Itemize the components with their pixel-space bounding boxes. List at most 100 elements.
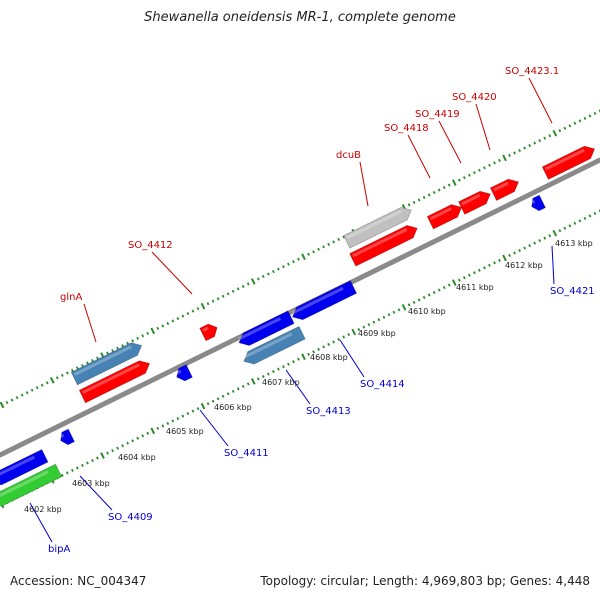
- SO_4409-gene-highlight: [0, 455, 36, 480]
- outer-tick: [502, 154, 507, 162]
- inner-tick: [171, 419, 175, 423]
- outer-tick: [342, 235, 346, 239]
- inner-tick: [451, 279, 457, 286]
- inner-tick: [292, 360, 295, 364]
- inner-tick: [337, 337, 341, 342]
- inner-tick: [106, 451, 109, 455]
- inner-tick: [116, 446, 119, 450]
- outer-tick: [422, 195, 426, 200]
- glnA-gene: [70, 342, 143, 386]
- outer-tick: [176, 316, 180, 321]
- inner-tick: [287, 362, 290, 366]
- tick-label: 4606 kbp: [214, 403, 252, 412]
- inner-tick: [176, 416, 180, 421]
- SO_4409-gene: [0, 448, 49, 486]
- glnA-lower-gene-shape: [78, 360, 151, 404]
- SO_4423.1-gene: [541, 145, 596, 180]
- outer-tick: [121, 344, 124, 348]
- genome-summary-text: Topology: circular; Length: 4,969,803 bp…: [260, 574, 590, 588]
- inner-tick: [121, 444, 124, 448]
- outer-tick: [111, 349, 114, 353]
- SO_4421-gene-highlight: [531, 199, 536, 204]
- outer-tick: [407, 203, 411, 207]
- gene-label-forward: SO_4420: [452, 92, 497, 103]
- outer-tick: [221, 294, 225, 298]
- inner-tick: [392, 310, 396, 314]
- inner-tick: [221, 394, 225, 398]
- SO_4412-gene-shape: [199, 323, 218, 342]
- inner-tick: [407, 303, 411, 307]
- inner-tick: [538, 239, 542, 243]
- inner-tick: [191, 409, 195, 413]
- tick-label: 4608 kbp: [310, 353, 348, 362]
- outer-tick: [447, 183, 451, 187]
- inner-tick: [91, 458, 94, 463]
- tick-label: 4610 kbp: [408, 307, 446, 316]
- inner-tick: [236, 387, 240, 391]
- outer-tick: [312, 250, 315, 254]
- outer-tick: [573, 121, 577, 125]
- outer-tick: [5, 400, 9, 405]
- inner-tick: [161, 424, 165, 428]
- inner-tick: [196, 407, 200, 411]
- inner-tick: [150, 427, 156, 435]
- SO_4418-gene-highlight: [429, 207, 452, 221]
- outer-tick: [35, 386, 39, 390]
- outer-tick: [226, 292, 230, 296]
- SO_4420-gene-highlight: [493, 181, 509, 192]
- outer-tick: [141, 334, 145, 338]
- outer-tick: [96, 356, 99, 360]
- glnA-lower-gene-highlight: [81, 363, 140, 394]
- inner-tick: [100, 452, 105, 459]
- inner-tick: [126, 441, 130, 445]
- gene-label-forward: glnA: [60, 292, 82, 303]
- outer-tick: [322, 245, 326, 249]
- outer-tick: [457, 178, 461, 182]
- SO_4418-gene-shape: [426, 204, 463, 230]
- inner-tick: [548, 234, 552, 238]
- inner-tick: [502, 254, 507, 262]
- outer-tick: [181, 314, 185, 318]
- outer-tick: [30, 388, 34, 392]
- inner-tick: [166, 421, 170, 426]
- gene-label-reverse: bipA: [48, 544, 70, 555]
- outer-tick: [126, 341, 130, 345]
- outer-tick: [593, 111, 597, 116]
- outer-tick: [332, 240, 336, 244]
- SO_4409-gene-shape: [0, 448, 49, 486]
- inner-tick: [367, 323, 371, 327]
- glnA-gene-shape: [70, 342, 143, 386]
- small-reverse-gene-2-shape: [60, 428, 76, 446]
- outer-tick: [523, 146, 527, 150]
- outer-tick: [498, 158, 501, 162]
- leader-forward: [83, 303, 97, 343]
- inner-tick: [181, 414, 185, 418]
- inner-tick: [200, 402, 206, 410]
- inner-tick: [342, 335, 346, 339]
- inner-tick: [362, 325, 366, 329]
- outer-tick: [297, 257, 300, 261]
- gene-label-reverse: SO_4421: [550, 286, 595, 297]
- outer-tick: [307, 252, 310, 256]
- inner-tick: [457, 278, 461, 282]
- inner-tick: [357, 328, 361, 332]
- inner-tick: [401, 304, 407, 311]
- SO_4412-gene: [199, 323, 218, 342]
- outer-tick: [451, 179, 457, 186]
- outer-tick: [292, 260, 295, 264]
- outer-tick: [513, 151, 516, 155]
- leader-forward: [438, 120, 462, 164]
- outer-tick: [156, 326, 160, 330]
- small-reverse-gene-shape: [176, 364, 193, 382]
- SO_4414-gene-highlight: [292, 286, 344, 315]
- leader-forward: [151, 251, 193, 295]
- gene-label-forward: SO_4419: [415, 109, 460, 120]
- small-reverse-gene-2-highlight: [60, 433, 65, 438]
- SO_4421-gene: [531, 194, 547, 212]
- outer-tick: [432, 190, 436, 195]
- SO_4419-gene: [458, 190, 491, 215]
- gene-labels: glnA SO_4412 dcuB SO_4418 SO_4419 SO_4420 SO_4…: [48, 66, 595, 555]
- gene-label-forward: SO_4412: [128, 240, 173, 251]
- inner-tick: [266, 372, 270, 376]
- inner-tick: [146, 431, 150, 435]
